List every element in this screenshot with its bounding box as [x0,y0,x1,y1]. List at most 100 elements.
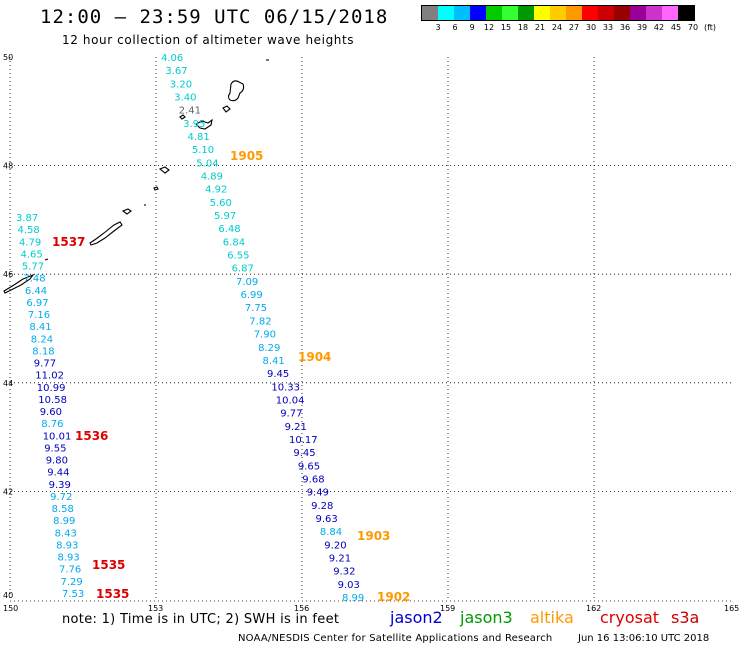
swh-value: 2.41 [179,106,201,117]
legend-label: 9 [469,23,475,32]
legend-label: 39 [636,23,648,32]
legend-swatch [438,6,454,20]
pass-time-label: 1536 [75,429,108,443]
legend-swatch [534,6,550,20]
swh-value: 9.77 [34,359,56,370]
swh-value: 9.32 [333,567,355,578]
swh-value: 10.01 [43,431,72,442]
swh-value: 7.53 [62,589,84,600]
swh-value: 7.48 [23,274,45,285]
island-hokkaido-tip [227,80,245,102]
swh-value: 3.87 [16,213,38,224]
legend-label: 33 [602,23,614,32]
swh-value: 6.87 [232,264,254,275]
lon-tick-label: 159 [440,604,455,613]
swh-value: 9.45 [267,369,289,380]
swh-value: 7.75 [245,303,267,314]
map-subtitle: 12 hour collection of altimeter wave hei… [62,33,355,47]
swh-value: 8.93 [58,553,80,564]
swh-value: 9.80 [46,456,68,467]
swh-value: 4.92 [205,185,227,196]
swh-value: 8.99 [53,516,75,527]
mission-cryosat: cryosat [600,608,660,627]
swh-value: 7.82 [249,316,271,327]
pass-time-label: 1535 [96,587,129,601]
island-kuril-2 [179,114,186,120]
swh-value: 8.41 [29,322,51,333]
swh-value: 9.65 [298,461,320,472]
swh-value: 9.45 [293,448,315,459]
legend-swatch [454,6,470,20]
swh-value: 4.65 [21,249,43,260]
swh-value: 6.44 [25,286,47,297]
credit-line: NOAA/NESDIS Center for Satellite Applica… [238,633,553,644]
color-legend: 3 6 9 12 15 18 21 24 27 30 33 36 39 42 45 70 (ft) [421,5,716,33]
lon-tick-label: 165 [724,604,739,613]
island-kuril-1 [195,118,213,130]
lon-tick-label: 162 [586,604,601,613]
swh-value: 5.97 [214,211,236,222]
legend-swatch [518,6,534,20]
legend-swatches [421,5,695,21]
pass-time-label: 1903 [357,529,390,543]
swh-value: 9.55 [44,444,66,455]
island-kuril-3 [158,166,170,174]
swh-value: 11.02 [35,371,64,382]
legend-label: 18 [517,23,529,32]
coastline [3,59,269,294]
swh-value: 7.29 [61,577,83,588]
swh-value: 9.60 [40,407,62,418]
swh-value: 8.76 [41,419,63,430]
swh-value: 5.60 [210,198,232,209]
swh-value: 4.06 [161,53,183,64]
timestamp: Jun 16 13:06:10 UTC 2018 [578,633,710,644]
swh-value: 8.29 [258,343,280,354]
lon-tick-label: 156 [294,604,309,613]
legend-label: 45 [670,23,682,32]
legend-label: 6 [452,23,458,32]
swh-value: 6.97 [26,298,48,309]
swh-value: 9.21 [285,422,307,433]
swh-value: 6.99 [241,290,263,301]
island-long [89,221,123,246]
swh-value: 3.20 [170,79,192,90]
swh-value: 9.63 [316,514,338,525]
legend-swatch [630,6,646,20]
legend-swatch [598,6,614,20]
swh-value: 8.41 [263,356,285,367]
swh-value: 5.04 [196,158,218,169]
pass-time-label: 1904 [298,350,331,364]
lat-tick-label: 46 [3,270,13,279]
swh-value: 8.18 [32,346,54,357]
swh-value: 4.81 [188,132,210,143]
legend-labels: 3 6 9 12 15 18 21 24 27 30 33 36 39 42 45 70 (ft) [421,21,716,33]
island-kuril-5 [121,208,132,215]
legend-label: 36 [619,23,631,32]
footer-note: note: 1) Time is in UTC; 2) SWH is in fe… [62,612,340,627]
swh-value: 9.03 [338,580,360,591]
pass-time-label: 1905 [230,149,263,163]
swh-value: 9.77 [280,409,302,420]
swh-value: 10.17 [289,435,318,446]
swh-value: 9.44 [47,468,69,479]
swh-value: 8.24 [31,334,53,345]
legend-swatch [486,6,502,20]
lat-tick-label: 40 [3,591,13,600]
legend-label: 27 [568,23,580,32]
swh-value: 9.68 [302,475,324,486]
island-dot-3 [44,258,49,261]
track-west-values: 3.874.584.794.65 5.777.486.446.977.168.41… [16,213,84,600]
legend-label: (ft) [703,23,717,32]
swh-value: 9.20 [324,540,346,551]
swh-value: 7.90 [254,330,276,341]
swh-value: 5.10 [192,145,214,156]
pass-time-label: 1535 [92,558,125,572]
legend-swatch [422,6,438,20]
swh-value: 8.43 [55,528,77,539]
island-honshu-north [3,273,35,294]
legend-swatch [614,6,630,20]
swh-value: 6.55 [227,251,249,262]
swh-value: 9.49 [307,488,329,499]
lat-tick-label: 48 [3,162,13,171]
